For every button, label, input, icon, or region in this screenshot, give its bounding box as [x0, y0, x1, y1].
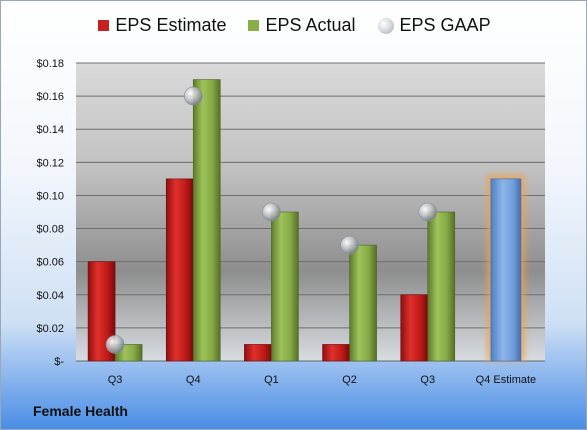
legend-item-eps-actual: EPS Actual [248, 15, 356, 36]
y-tick-label: $0.02 [36, 323, 64, 335]
x-tick-label: Q1 [264, 374, 279, 386]
y-tick-label: $0.14 [36, 124, 64, 136]
legend-item-eps-estimate: EPS Estimate [98, 15, 226, 36]
marker-eps-gaap [262, 202, 281, 222]
marker-eps-gaap [418, 202, 438, 222]
marker-eps-gaap [183, 86, 203, 106]
legend: EPS Estimate EPS Actual EPS GAAP [1, 15, 586, 36]
bar-eps-estimate [244, 344, 272, 362]
y-tick-label: $0.04 [36, 290, 64, 302]
legend-marker-gaap [377, 17, 394, 34]
x-tick-label: Q4 Estimate [476, 374, 537, 386]
bar-eps-actual [427, 211, 456, 362]
legend-swatch-actual [248, 20, 260, 31]
y-tick-label: $- [54, 356, 64, 368]
legend-swatch-estimate [98, 20, 110, 31]
plot-background [76, 63, 545, 361]
legend-label-gaap: EPS GAAP [399, 15, 491, 35]
x-tick-label: Q4 [186, 374, 201, 386]
company-name: Female Health [33, 403, 128, 419]
y-tick-label: $0.18 [36, 58, 64, 70]
legend-item-eps-gaap: EPS GAAP [377, 15, 491, 36]
bar-eps-estimate [322, 344, 350, 362]
bar-eps-estimate [165, 178, 194, 362]
y-tick-label: $0.10 [36, 190, 64, 202]
marker-eps-gaap [105, 335, 125, 354]
legend-label-estimate: EPS Estimate [115, 15, 227, 35]
marker-eps-gaap [340, 235, 359, 255]
y-tick-label: $0.06 [36, 257, 64, 269]
bar-eps-actual [349, 244, 377, 362]
x-tick-label: Q3 [108, 374, 123, 386]
x-tick-label: Q2 [342, 374, 357, 386]
bar-q4-estimate [490, 178, 522, 362]
bar-eps-actual [271, 211, 299, 362]
bar-eps-actual [192, 79, 221, 362]
y-tick-label: $0.12 [36, 157, 64, 169]
y-tick-label: $0.08 [36, 224, 64, 236]
y-tick-label: $0.16 [36, 91, 64, 103]
legend-label-actual: EPS Actual [265, 15, 356, 35]
bar-eps-estimate [400, 294, 429, 362]
x-tick-label: Q3 [420, 374, 435, 386]
